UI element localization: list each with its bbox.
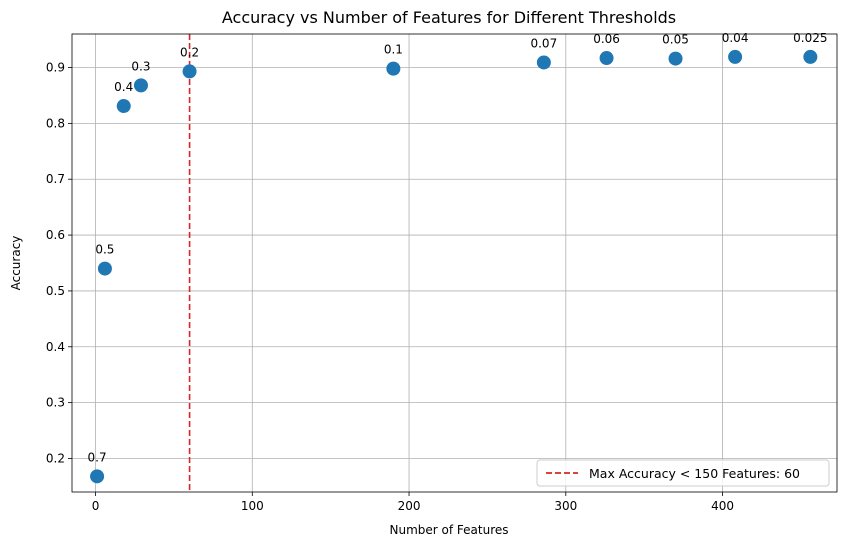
x-tick-label: 100 [241, 499, 264, 513]
y-tick-label: 0.5 [46, 284, 65, 298]
data-point [386, 61, 401, 76]
y-tick-label: 0.6 [46, 228, 65, 242]
data-point-label: 0.4 [114, 80, 133, 94]
y-axis-label: Accuracy [9, 236, 23, 291]
legend: Max Accuracy < 150 Features: 60 [536, 459, 830, 487]
points [90, 49, 818, 484]
data-point [97, 261, 112, 276]
plot-frame [71, 33, 838, 493]
data-point-label: 0.7 [88, 450, 107, 464]
legend-box [536, 459, 830, 487]
data-point [803, 49, 818, 64]
x-tick-label: 200 [398, 499, 421, 513]
plot-background [72, 34, 837, 492]
x-tick-label: 300 [554, 499, 577, 513]
y-tick-label: 0.8 [46, 116, 65, 130]
data-point [536, 55, 551, 70]
data-point [90, 469, 105, 484]
x-axis-label: Number of Features [390, 523, 509, 537]
data-point [133, 78, 148, 93]
x-tick-label: 0 [92, 499, 100, 513]
ticks: 0 100 200 300 400 0.2 0.3 0.4 0.5 0.6 0.7 0.8 0.9 [46, 61, 734, 513]
grid [72, 34, 837, 492]
data-point-label: 0.2 [180, 45, 199, 59]
data-point [599, 51, 614, 66]
data-point [728, 49, 743, 64]
data-point-label: 0.04 [722, 31, 749, 45]
y-tick-label: 0.9 [46, 61, 65, 75]
y-tick-label: 0.7 [46, 172, 65, 186]
data-point-label: 0.05 [662, 33, 689, 47]
data-point-label: 0.07 [530, 36, 557, 50]
data-point-label: 0.3 [131, 59, 150, 73]
data-point-label: 0.1 [384, 43, 403, 57]
legend-label: Max Accuracy < 150 Features: 60 [589, 466, 800, 481]
plot-area: 0.70.50.40.30.2 0.1 0.07 0.06 0.05 0.04 0.025 … [46, 31, 838, 513]
data-point [116, 99, 131, 114]
data-point-label: 0.025 [793, 31, 827, 45]
data-point [182, 64, 197, 79]
x-tick-label: 400 [711, 499, 734, 513]
y-tick-label: 0.4 [46, 340, 65, 354]
y-tick-label: 0.2 [46, 451, 65, 465]
y-tick-label: 0.3 [46, 396, 65, 410]
chart-title: Accuracy vs Number of Features for Diffe… [222, 8, 676, 27]
data-point-label: 0.5 [95, 243, 114, 257]
data-point-label: 0.06 [593, 32, 620, 46]
data-point [668, 51, 683, 66]
